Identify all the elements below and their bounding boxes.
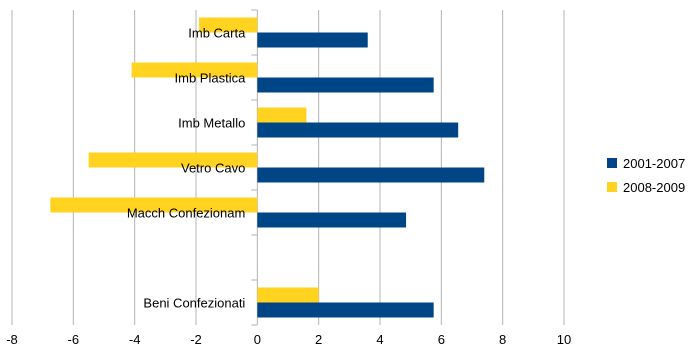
x-tick-label: 4 <box>376 332 383 347</box>
bar-2001-2007 <box>257 32 368 48</box>
category-label: Beni Confezionati <box>143 296 245 311</box>
category-labels: Imb Carta Imb Plastica Imb Metallo Vetro Ca… <box>127 26 246 311</box>
x-tick-label: -6 <box>68 332 80 347</box>
legend-label: 2008-2009 <box>623 180 685 195</box>
category-label: Imb Plastica <box>175 71 247 86</box>
bar-2001-2007 <box>257 167 485 183</box>
bar-2008-2009 <box>199 17 258 33</box>
category-label: Imb Metallo <box>178 116 245 131</box>
x-tick-label: 0 <box>254 332 261 347</box>
category-label: Imb Carta <box>188 26 246 41</box>
legend-swatch <box>607 158 617 168</box>
x-tick-label: 10 <box>557 332 571 347</box>
x-tick-label: -2 <box>190 332 202 347</box>
category-label: Macch Confezionam <box>127 206 246 221</box>
bar-2008-2009 <box>131 62 258 78</box>
legend-swatch <box>607 182 617 192</box>
x-tick-label: -4 <box>129 332 141 347</box>
x-axis-tick-labels: -8 -6 -4 -2 0 2 4 6 8 10 <box>6 332 571 347</box>
bar-2008-2009 <box>257 107 307 123</box>
x-tick-label: 8 <box>499 332 506 347</box>
legend: 2001-2007 2008-2009 <box>607 156 685 195</box>
x-tick-label: 6 <box>438 332 445 347</box>
x-tick-label: -8 <box>6 332 18 347</box>
bars <box>50 17 485 318</box>
bar-2001-2007 <box>257 122 459 138</box>
x-tick-label: 2 <box>315 332 322 347</box>
bar-2001-2007 <box>257 302 434 318</box>
bar-2008-2009 <box>88 152 258 168</box>
legend-label: 2001-2007 <box>623 156 685 171</box>
bar-2001-2007 <box>257 212 407 228</box>
bar-2001-2007 <box>257 77 434 93</box>
bar-2008-2009 <box>257 287 319 303</box>
category-label: Vetro Cavo <box>181 161 245 176</box>
bar-2008-2009 <box>50 197 258 213</box>
